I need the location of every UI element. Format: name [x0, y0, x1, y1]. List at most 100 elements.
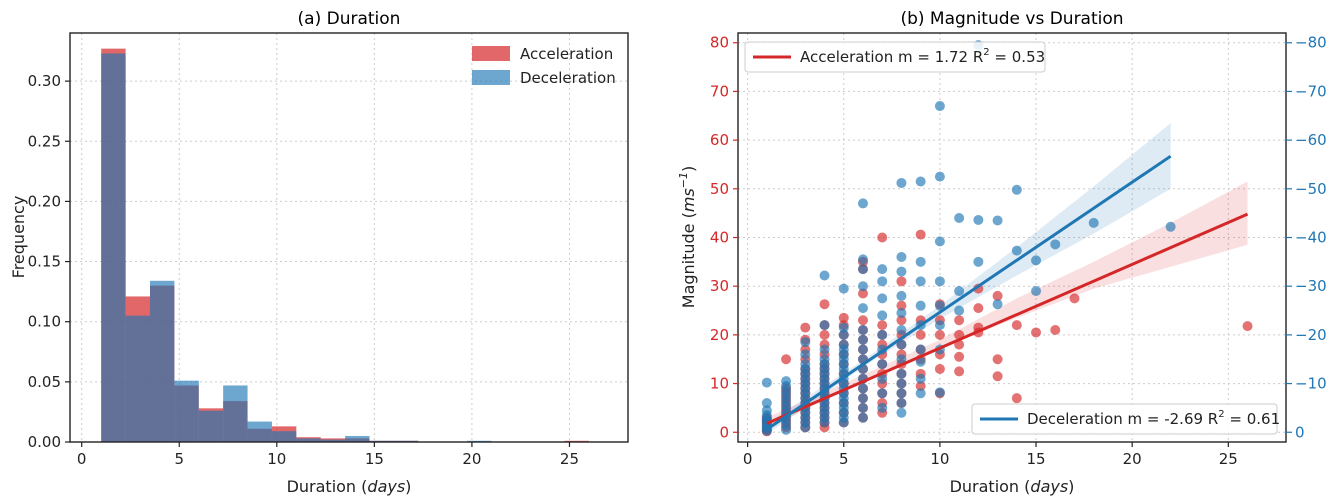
scatter-point [934, 300, 945, 311]
y-tick-label: 0.25 [28, 132, 61, 150]
scatter-point [819, 320, 830, 331]
right-y-tick-label: −50 [1295, 180, 1327, 198]
scatter-point [877, 388, 888, 399]
panel-a-x-label: Duration (days) [287, 477, 412, 496]
legend-label-deceleration-fit: Deceleration m = -2.69 R2 = 0.61 [1027, 409, 1280, 428]
histogram-bar [247, 421, 272, 442]
scatter-point [915, 344, 926, 355]
scatter-point [877, 310, 888, 321]
scatter-point [896, 276, 907, 287]
scatter-point [819, 354, 830, 365]
scatter-point [896, 398, 907, 409]
scatter-point [877, 359, 888, 370]
y-tick-label: 0.00 [28, 433, 61, 451]
scatter-point [857, 383, 868, 394]
scatter-point [1031, 286, 1042, 297]
scatter-point [896, 251, 907, 262]
scatter-point [915, 229, 926, 240]
scatter-point [877, 293, 888, 304]
scatter-point [819, 329, 830, 340]
panel-a-x-ticks: 0 5 10 15 20 25 [77, 442, 579, 468]
scatter-point [934, 320, 945, 331]
scatter-point [896, 300, 907, 311]
scatter-point [954, 366, 965, 377]
scatter-point [877, 320, 888, 331]
scatter-point [819, 270, 830, 281]
panel-b-y-label: Magnitude (ms−1) [677, 166, 698, 308]
scatter-point [934, 101, 945, 112]
scatter-point [934, 363, 945, 374]
histogram-bar [149, 280, 175, 442]
scatter-point [915, 373, 926, 384]
scatter-point [761, 405, 772, 416]
legend-label-acceleration-fit: Acceleration m = 1.72 R2 = 0.53 [800, 47, 1045, 66]
scatter-point [857, 254, 868, 265]
scatter-point [857, 288, 868, 299]
scatter-point [954, 213, 965, 224]
scatter-point [857, 198, 868, 209]
duration-histogram-panel: 0 5 10 15 20 25 0.000.050.100.150.200.250.30 … [9, 9, 629, 496]
panel-b-legend-deceleration: Deceleration m = -2.69 R2 = 0.61 [971, 403, 1280, 435]
scatter-point [896, 177, 907, 188]
histogram-bar [271, 431, 297, 442]
scatter-point [896, 339, 907, 350]
left-y-tick-label: 10 [710, 375, 729, 393]
scatter-point [800, 322, 811, 333]
scatter-point [838, 322, 849, 333]
scatter-point [915, 176, 926, 187]
scatter-point [992, 354, 1003, 365]
scatter-point [877, 373, 888, 384]
scatter-point [896, 315, 907, 326]
scatter-point [915, 388, 926, 399]
scatter-point [819, 299, 830, 310]
panel-b-right-y-ticks: 0 −10 −20 −30 −40 −50 −60 −70 −80 [1286, 34, 1327, 441]
scatter-point [973, 214, 984, 225]
scatter-point [877, 276, 888, 287]
histogram-bar [223, 385, 248, 442]
left-y-tick-label: 0 [719, 423, 729, 441]
x-tick-label: 20 [1123, 450, 1142, 468]
scatter-point [896, 388, 907, 399]
right-y-tick-label: −20 [1295, 326, 1327, 344]
right-y-tick-label: −10 [1295, 375, 1327, 393]
scatter-point [857, 325, 868, 336]
y-tick-label: 0.20 [28, 192, 61, 210]
scatter-point [915, 276, 926, 287]
scatter-point [1050, 325, 1061, 336]
x-tick-label: 0 [743, 450, 753, 468]
legend-label-deceleration: Deceleration [520, 69, 616, 87]
left-y-tick-label: 70 [710, 82, 729, 100]
panel-b-x-ticks: 0 5 10 15 20 25 [743, 442, 1238, 468]
scatter-point [896, 368, 907, 379]
scatter-point [992, 371, 1003, 382]
scatter-point [800, 337, 811, 348]
legend-box-acceleration [744, 41, 1046, 73]
histogram-bar [125, 315, 150, 442]
left-y-tick-label: 40 [710, 229, 729, 247]
scatter-point [954, 286, 965, 297]
scatter-point [915, 300, 926, 311]
scatter-point [781, 376, 792, 387]
scatter-point [896, 290, 907, 301]
scatter-point [896, 378, 907, 389]
scatter-point [877, 329, 888, 340]
x-tick-label: 20 [462, 450, 481, 468]
scatter-point [915, 329, 926, 340]
scatter-point [877, 232, 888, 243]
scatter-point [1031, 255, 1042, 266]
x-tick-label: 25 [560, 450, 579, 468]
left-y-tick-label: 30 [710, 277, 729, 295]
right-y-tick-label: 0 [1295, 423, 1305, 441]
scatter-point [857, 334, 868, 345]
panel-b-title: (b) Magnitude vs Duration [900, 9, 1123, 29]
scatter-point [915, 381, 926, 392]
x-tick-label: 15 [1026, 450, 1045, 468]
right-y-tick-label: −40 [1295, 229, 1327, 247]
histogram-bar [174, 380, 199, 442]
left-y-tick-label: 60 [710, 131, 729, 149]
panel-b-legend-acceleration: Acceleration m = 1.72 R2 = 0.53 [744, 41, 1046, 73]
scatter-point [857, 281, 868, 292]
fit-line-deceleration [766, 154, 1172, 431]
scatter-point [857, 412, 868, 423]
right-y-tick-label: −30 [1295, 277, 1327, 295]
